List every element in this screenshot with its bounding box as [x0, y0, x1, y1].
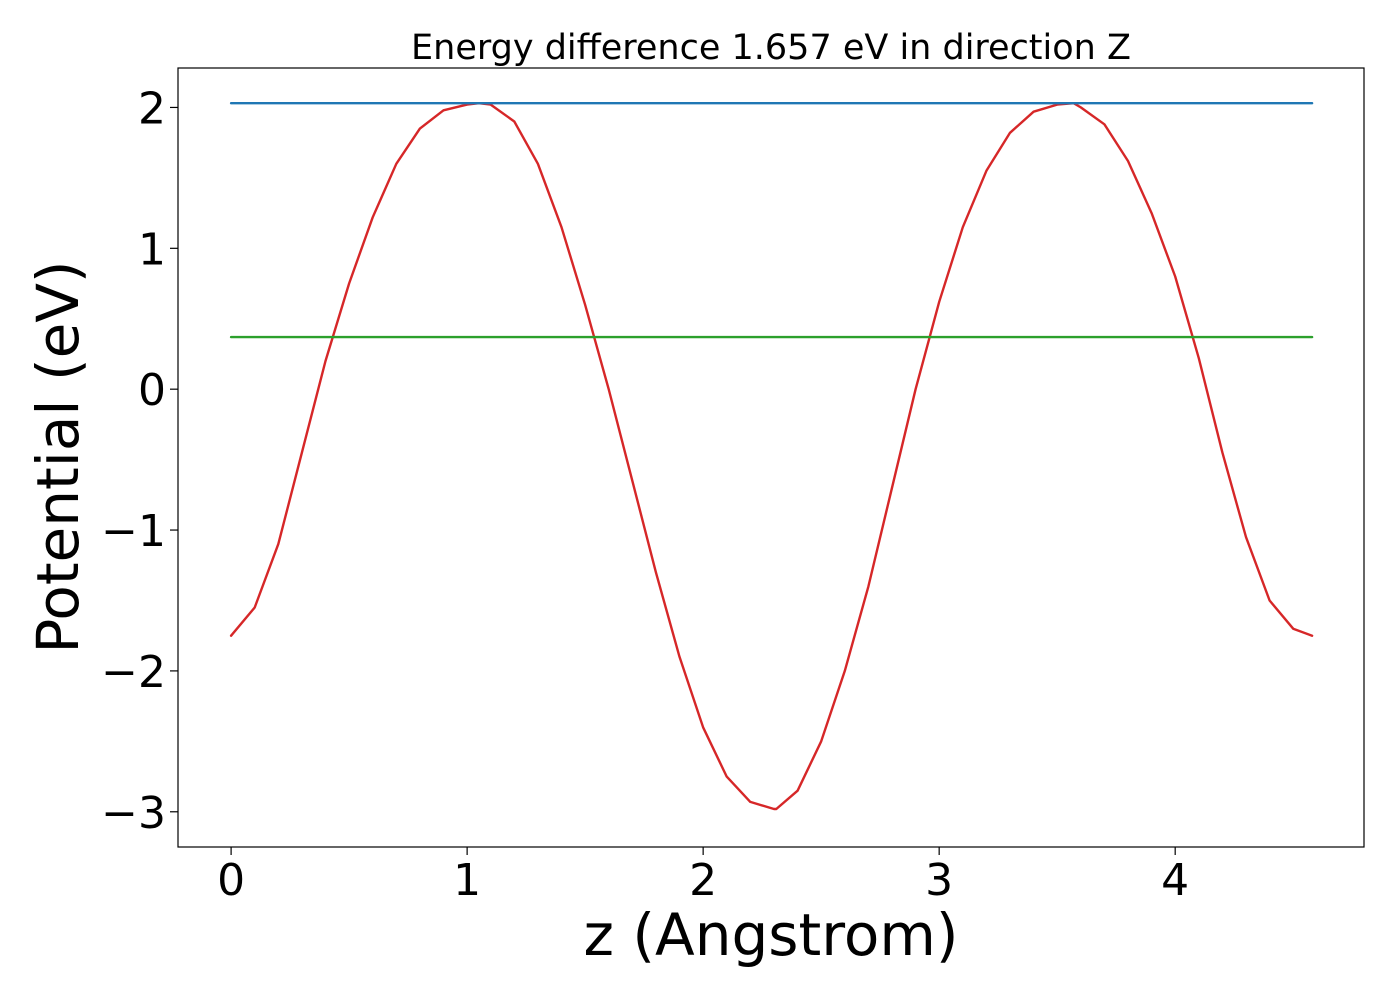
chart-title: Energy difference 1.657 eV in direction … — [411, 28, 1131, 68]
y-tick-label: −3 — [101, 788, 166, 839]
series-layer — [229, 101, 1314, 811]
y-tick-label: 1 — [138, 224, 166, 275]
x-axis-ticks: 0 1 2 3 4 — [217, 847, 1189, 906]
x-tick-label: 3 — [925, 855, 953, 906]
x-axis-label: z (Angstrom) — [584, 901, 959, 969]
x-tick-label: 1 — [453, 855, 481, 906]
y-tick-label: 2 — [138, 83, 166, 134]
plot-frame — [177, 67, 1365, 848]
y-tick-label: −2 — [101, 647, 166, 698]
y-axis-label: Potential (eV) — [24, 260, 92, 653]
series-line-1 — [229, 101, 1314, 811]
x-tick-label: 2 — [689, 855, 717, 906]
y-tick-label: −1 — [101, 506, 166, 557]
y-tick-label: 0 — [138, 365, 166, 416]
y-axis-ticks: 2 1 0 −1 −2 −3 — [101, 83, 178, 839]
x-tick-label: 0 — [217, 855, 245, 906]
x-tick-label: 4 — [1161, 855, 1189, 906]
